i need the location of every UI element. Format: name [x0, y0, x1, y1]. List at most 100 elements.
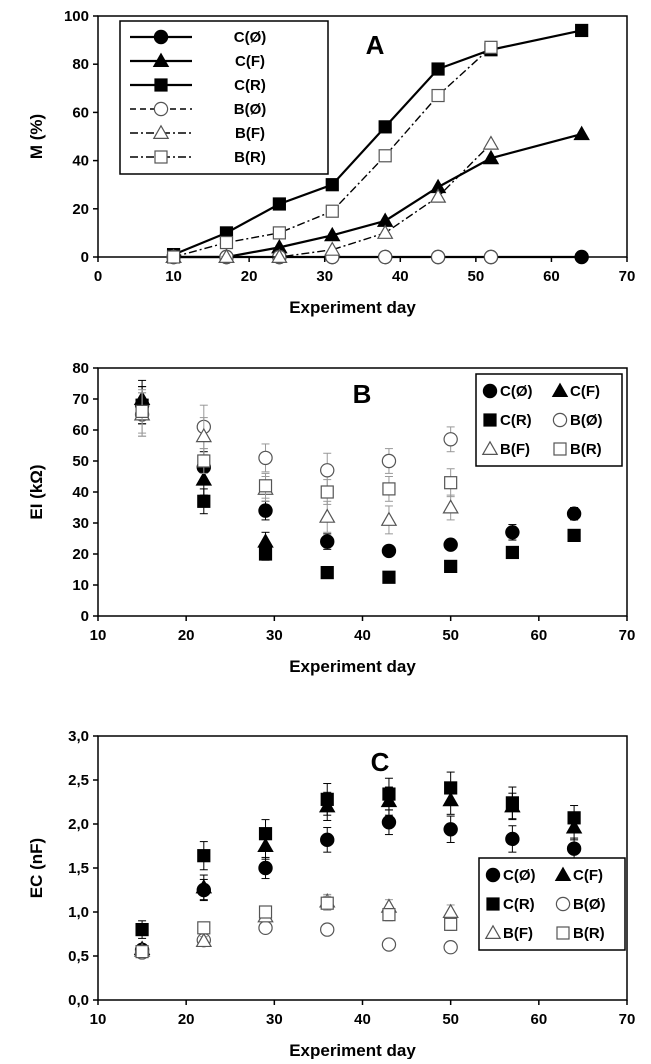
legend-marker — [152, 124, 170, 139]
panel-label: A — [366, 30, 385, 60]
data-point — [444, 476, 458, 490]
axes: 0 20 40 60 80 100 0 10 20 30 40 50 60 70 Experiment da… — [27, 8, 635, 317]
data-point — [257, 533, 274, 548]
x-tick-label: 0 — [94, 268, 102, 285]
y-tick-label: 60 — [72, 422, 89, 439]
data-point — [505, 545, 519, 560]
data-point — [195, 932, 213, 948]
data-point — [444, 781, 458, 795]
x-tick-label: 30 — [266, 1011, 283, 1028]
y-axis-label: EI (kΩ) — [27, 464, 46, 519]
series-B(Ø) — [134, 920, 458, 960]
data-point — [258, 920, 273, 936]
y-tick-label: 1,5 — [68, 860, 89, 877]
x-tick-label: 30 — [316, 268, 333, 285]
data-point — [382, 787, 396, 801]
y-tick-label: 70 — [72, 391, 89, 408]
series-B(R) — [166, 40, 498, 264]
series-C(R) — [135, 771, 581, 939]
legend-marker — [486, 897, 500, 911]
y-tick-label: 20 — [72, 201, 89, 218]
data-point — [431, 88, 445, 103]
data-series — [133, 379, 582, 584]
legend: C(Ø) C(F) C(R) B(Ø) B(F) B(R) — [478, 857, 626, 951]
y-tick-label: 40 — [72, 153, 89, 170]
legend-label: C(F) — [573, 867, 603, 884]
y-tick-label: 0,5 — [68, 948, 89, 965]
data-point — [482, 149, 500, 165]
legend-marker — [154, 78, 168, 92]
legend-label: B(Ø) — [570, 412, 603, 429]
x-tick-label: 10 — [90, 1011, 107, 1028]
x-axis-label: Experiment day — [289, 298, 416, 317]
legend-label: C(R) — [500, 412, 532, 429]
legend-label: C(Ø) — [234, 29, 267, 46]
y-tick-label: 10 — [72, 577, 89, 594]
data-point — [197, 921, 211, 935]
data-point — [271, 248, 288, 263]
data-series — [133, 771, 583, 960]
data-point — [429, 188, 447, 203]
data-point — [320, 832, 335, 848]
data-point — [258, 827, 273, 841]
legend-label: B(R) — [573, 925, 605, 942]
legend-label: C(F) — [235, 53, 265, 70]
data-point — [135, 945, 149, 959]
data-point — [382, 570, 396, 584]
data-point — [443, 822, 458, 837]
data-point — [381, 937, 397, 952]
data-point — [382, 908, 396, 922]
data-point — [567, 528, 581, 542]
data-point — [430, 249, 446, 265]
data-point — [574, 249, 589, 265]
data-point — [258, 905, 273, 919]
series-B(Ø) — [134, 392, 458, 488]
legend-label: B(F) — [500, 441, 530, 458]
data-point — [320, 566, 334, 580]
data-point — [320, 534, 335, 549]
legend-box — [475, 373, 623, 467]
legend-marker — [555, 896, 571, 912]
y-tick-label: 50 — [72, 453, 89, 470]
legend-label: C(R) — [503, 896, 535, 913]
x-tick-label: 20 — [178, 1011, 195, 1028]
data-point — [505, 525, 520, 540]
chart-panel-a: 0 20 40 60 80 100 0 10 20 30 40 50 60 70 Experiment da… — [0, 0, 651, 335]
data-point — [381, 815, 397, 830]
data-point — [444, 917, 458, 931]
data-point — [219, 235, 234, 250]
data-point — [218, 248, 235, 263]
data-point — [324, 241, 341, 256]
data-point — [505, 831, 520, 847]
y-tick-label: 80 — [72, 56, 89, 73]
data-point — [444, 559, 458, 573]
data-point — [567, 811, 581, 825]
legend-marker — [484, 924, 502, 939]
data-point — [484, 40, 498, 54]
series-B(R) — [135, 895, 458, 959]
data-point — [482, 135, 500, 150]
legend-marker — [482, 383, 498, 399]
x-tick-label: 50 — [442, 1011, 459, 1028]
data-point — [443, 432, 458, 447]
data-point — [320, 792, 334, 806]
legend-label: B(R) — [570, 441, 602, 458]
x-tick-label: 40 — [392, 268, 409, 285]
legend-label: B(F) — [503, 925, 533, 942]
data-point — [320, 922, 335, 937]
legend-marker — [554, 866, 572, 881]
legend-marker — [483, 413, 497, 427]
chart-panel-b: 0 10 20 30 40 50 60 70 80 10 20 30 40 50 60 70 Experimen… — [0, 350, 651, 700]
y-tick-label: 2,5 — [68, 772, 89, 789]
data-point — [195, 427, 213, 443]
y-tick-label: 2,0 — [68, 816, 89, 833]
data-point — [195, 471, 213, 486]
data-point — [272, 197, 286, 211]
data-point — [566, 506, 582, 521]
panel-label: C — [371, 747, 390, 777]
x-tick-label: 10 — [165, 268, 182, 285]
legend-label: C(F) — [570, 383, 600, 400]
x-tick-label: 40 — [354, 1011, 371, 1028]
data-point — [166, 250, 181, 264]
